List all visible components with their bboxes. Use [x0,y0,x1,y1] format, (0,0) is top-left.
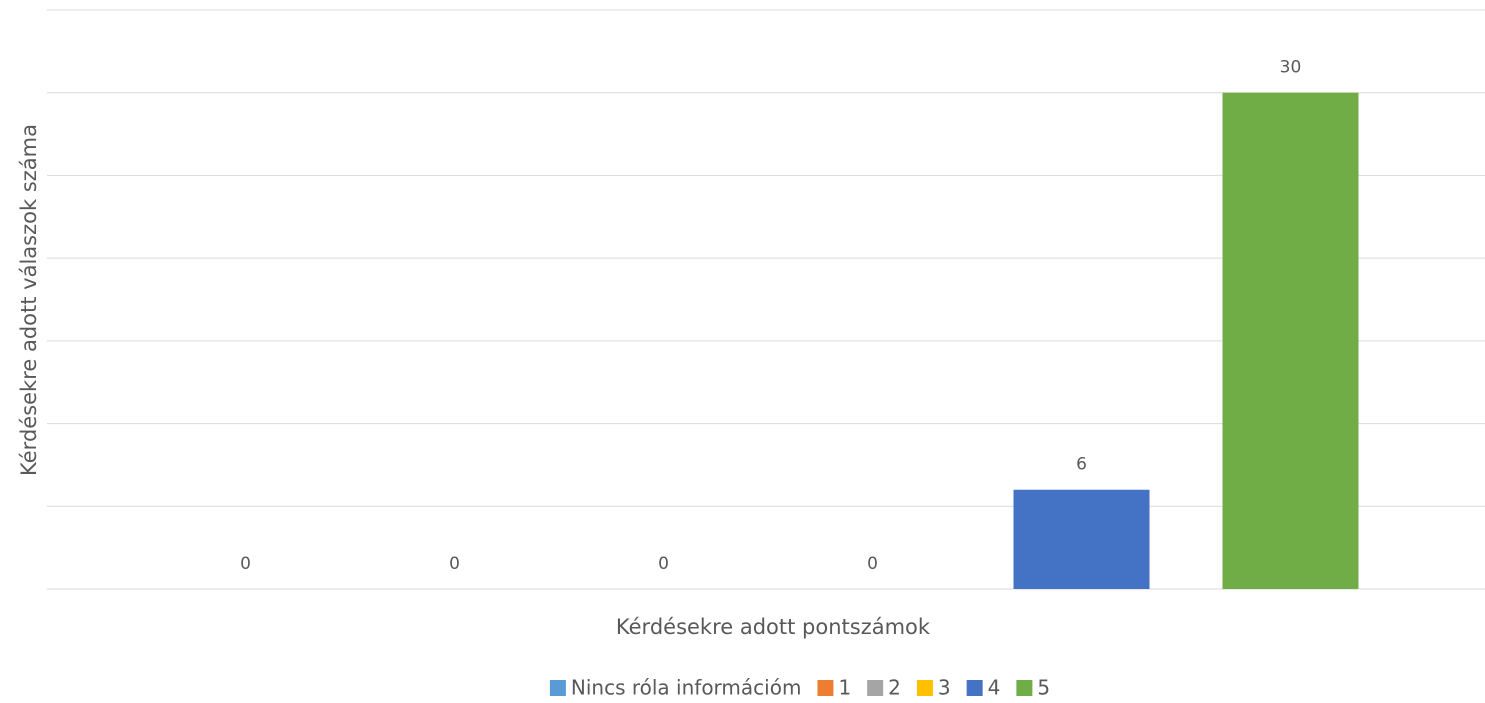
legend-swatch [817,680,834,696]
legend-swatch [1016,680,1033,696]
bar [1222,92,1359,589]
data-label: 0 [867,554,878,574]
data-label: 0 [449,554,460,574]
legend-label: 2 [888,676,901,700]
data-label: 0 [658,554,669,574]
legend-label: 5 [1037,676,1050,700]
data-label: 6 [1076,455,1087,475]
data-label: 30 [1280,58,1302,78]
legend-label: Nincs róla információm [571,676,802,700]
data-label: 0 [240,554,251,574]
legend-label: 4 [988,676,1001,700]
legend-swatch [966,680,983,696]
legend-label: 1 [838,676,851,700]
legend-swatch [916,680,933,696]
y-axis-title: Kérdésekre adott válaszok száma [17,124,41,476]
legend-swatch [549,680,566,696]
legend-label: 3 [938,676,951,700]
bar [1013,489,1150,589]
legend-swatch [867,680,884,696]
x-axis-title: Kérdésekre adott pontszámok [616,615,931,639]
